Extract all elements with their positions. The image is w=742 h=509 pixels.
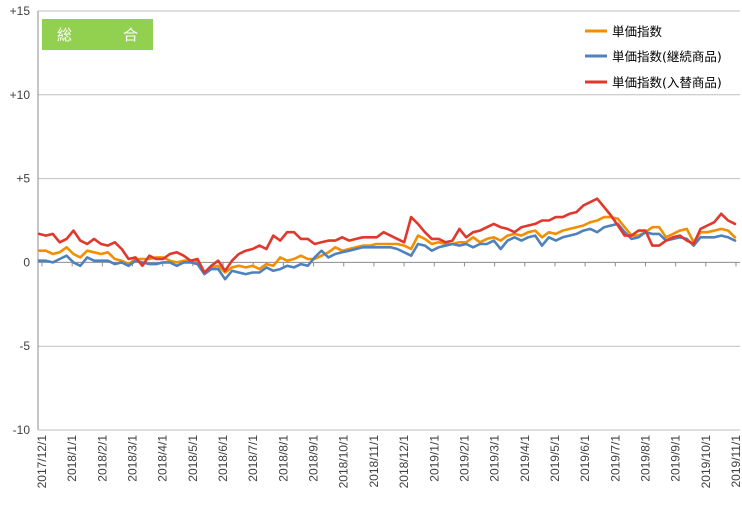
x-tick-label: 2019/1/1 <box>427 435 441 482</box>
series-line-2 <box>37 222 737 281</box>
x-tick-label: 2019/2/1 <box>457 435 471 482</box>
x-tick-label: 2018/7/1 <box>246 435 260 482</box>
x-tick-label: 2018/5/1 <box>186 435 200 482</box>
x-tick-label: 2018/10/1 <box>337 435 351 489</box>
legend-label: 単価指数(継続商品) <box>612 49 722 64</box>
x-tick-label: 2018/6/1 <box>216 435 230 482</box>
chart-title-badge: 総 合 <box>42 19 153 50</box>
x-tick-label: 2019/9/1 <box>669 435 683 482</box>
x-tick-label: 2019/5/1 <box>548 435 562 482</box>
x-tick-label: 2017/12/1 <box>35 435 49 489</box>
x-tick-label: 2018/2/1 <box>95 435 109 482</box>
x-tick-label: 2018/4/1 <box>156 435 170 482</box>
x-tick-label: 2019/7/1 <box>608 435 622 482</box>
x-tick-label: 2018/3/1 <box>126 435 140 482</box>
y-tick-label: +10 <box>10 88 31 102</box>
x-tick-label: 2018/11/1 <box>367 435 381 488</box>
x-tick-label: 2018/9/1 <box>307 435 321 482</box>
legend-label: 単価指数(入替商品) <box>612 75 722 90</box>
series-lines <box>37 197 737 281</box>
x-tick-label: 2019/8/1 <box>638 435 652 482</box>
legend-label: 単価指数 <box>612 24 663 39</box>
x-tick-label: 2019/10/1 <box>699 435 713 489</box>
x-tick-label: 2019/11/1 <box>729 435 742 488</box>
y-tick-label: +5 <box>16 172 30 186</box>
x-tick-label: 2019/4/1 <box>518 435 532 482</box>
x-tick-label: 2019/6/1 <box>578 435 592 482</box>
axes <box>37 11 740 431</box>
x-tick-label: 2018/1/1 <box>65 435 79 482</box>
y-tick-label: -5 <box>19 339 30 353</box>
series-line-3 <box>37 197 737 274</box>
x-tick-label: 2019/3/1 <box>488 435 502 482</box>
chart-title: 総 合 <box>56 26 156 44</box>
y-tick-label: +15 <box>10 4 31 18</box>
x-tick-label: 2018/12/1 <box>397 435 411 489</box>
x-tick-label: 2018/8/1 <box>276 435 290 482</box>
x-tick-labels: 2017/12/1 2018/1/1 2018/2/1 2018/3/1 2018/4/… <box>35 262 742 488</box>
y-tick-labels: +15 +10 +5 0 -5 -10 <box>10 4 31 437</box>
y-tick-label: 0 <box>23 255 30 269</box>
y-tick-label: -10 <box>13 423 31 437</box>
